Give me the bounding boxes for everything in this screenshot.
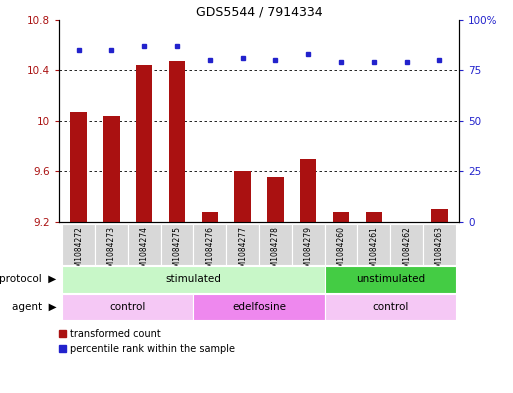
Bar xyxy=(62,224,95,265)
Text: control: control xyxy=(372,302,408,312)
Text: protocol  ▶: protocol ▶ xyxy=(0,274,56,285)
Bar xyxy=(358,224,390,265)
Bar xyxy=(62,294,193,320)
Legend: transformed count, percentile rank within the sample: transformed count, percentile rank withi… xyxy=(58,329,235,354)
Text: GSM1084260: GSM1084260 xyxy=(337,226,346,277)
Bar xyxy=(325,294,456,320)
Text: GSM1084272: GSM1084272 xyxy=(74,226,83,277)
Text: stimulated: stimulated xyxy=(166,274,222,285)
Bar xyxy=(423,224,456,265)
Text: GSM1084275: GSM1084275 xyxy=(172,226,182,277)
Text: GSM1084261: GSM1084261 xyxy=(369,226,379,277)
Bar xyxy=(193,294,325,320)
Text: GSM1084273: GSM1084273 xyxy=(107,226,116,277)
Bar xyxy=(292,224,325,265)
Text: GSM1084262: GSM1084262 xyxy=(402,226,411,277)
Bar xyxy=(267,176,284,222)
Text: GSM1084274: GSM1084274 xyxy=(140,226,149,277)
Text: control: control xyxy=(110,302,146,312)
Bar xyxy=(70,112,87,222)
Text: GSM1084277: GSM1084277 xyxy=(238,226,247,277)
Text: agent  ▶: agent ▶ xyxy=(12,302,56,312)
Bar xyxy=(161,224,193,265)
Text: GSM1084276: GSM1084276 xyxy=(205,226,214,277)
Text: GSM1084278: GSM1084278 xyxy=(271,226,280,277)
Bar xyxy=(431,209,448,222)
Bar xyxy=(202,212,218,222)
Bar xyxy=(62,266,325,293)
Bar xyxy=(234,171,251,222)
Bar xyxy=(95,224,128,265)
Bar xyxy=(128,224,161,265)
Text: GSM1084279: GSM1084279 xyxy=(304,226,313,277)
Bar xyxy=(333,212,349,222)
Bar xyxy=(259,224,292,265)
Bar xyxy=(325,266,456,293)
Bar xyxy=(136,65,152,222)
Bar xyxy=(193,224,226,265)
Title: GDS5544 / 7914334: GDS5544 / 7914334 xyxy=(196,6,322,18)
Bar xyxy=(103,116,120,222)
Text: edelfosine: edelfosine xyxy=(232,302,286,312)
Bar xyxy=(390,224,423,265)
Bar xyxy=(366,212,382,222)
Bar xyxy=(226,224,259,265)
Bar xyxy=(300,159,317,222)
Bar xyxy=(325,224,358,265)
Text: unstimulated: unstimulated xyxy=(356,274,425,285)
Text: GSM1084263: GSM1084263 xyxy=(435,226,444,277)
Bar xyxy=(169,61,185,222)
